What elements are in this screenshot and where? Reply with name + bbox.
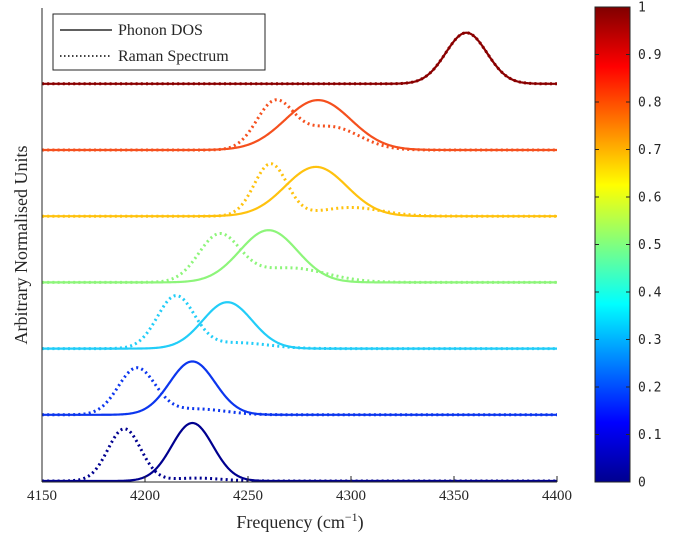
colorbar-tick-label: 0.3 — [638, 333, 661, 348]
colorbar-gradient — [594, 6, 631, 483]
x-tick-label: 4250 — [233, 488, 263, 504]
legend: Phonon DOS Raman Spectrum — [52, 13, 266, 71]
series-layer — [41, 31, 558, 483]
colorbar-tick-label: 0.7 — [638, 143, 661, 158]
x-tick-label: 4200 — [130, 488, 160, 504]
x-axis-title: Frequency (cm−1) — [236, 510, 363, 533]
x-ticks: 4150 4200 4250 4300 4350 4400 — [27, 476, 572, 504]
phonon-dos-line-1 — [41, 360, 558, 416]
colorbar-tick-label: 0.5 — [638, 238, 661, 253]
phonon-dos-line-3 — [41, 229, 558, 284]
colorbar: 0 0.1 0.2 0.3 0.4 0.5 0.6 0.7 0.8 0.9 1 — [594, 1, 662, 491]
x-tick-label: 4400 — [542, 488, 572, 504]
colorbar-tick-label: 0.6 — [638, 191, 661, 206]
raman-spectrum-line-1 — [41, 366, 558, 417]
y-axis-title: Arbitrary Normalised Units — [11, 146, 31, 345]
legend-box — [52, 13, 266, 71]
colorbar-tick-label: 0.4 — [638, 286, 662, 301]
x-axis-title-superscript: −1 — [345, 510, 358, 524]
colorbar-tick-label: 1 — [638, 1, 646, 16]
colorbar-tick-label: 0.1 — [638, 428, 661, 443]
legend-label-raman-spectrum: Raman Spectrum — [118, 48, 229, 65]
colorbar-tick-label: 0.9 — [638, 48, 661, 63]
x-tick-label: 4150 — [27, 488, 57, 504]
phonon-dos-line-2 — [41, 301, 558, 350]
phonon-dos-line-4 — [41, 165, 558, 218]
colorbar-tick-label: 0.8 — [638, 96, 661, 111]
phonon-dos-line-5 — [41, 99, 558, 152]
phonon-dos-line-0 — [41, 421, 558, 483]
legend-label-phonon-dos: Phonon DOS — [118, 22, 203, 39]
plot-area: 4150 4200 4250 4300 4350 4400 — [27, 8, 572, 504]
x-tick-label: 4350 — [439, 488, 469, 504]
colorbar-tick-label: 0.2 — [638, 381, 661, 396]
x-tick-label: 4300 — [336, 488, 366, 504]
colorbar-tick-label: 0 — [638, 476, 646, 491]
phonon-dos-line-6 — [41, 31, 558, 85]
colorbar-ticks: 0 0.1 0.2 0.3 0.4 0.5 0.6 0.7 0.8 0.9 1 — [595, 1, 662, 491]
